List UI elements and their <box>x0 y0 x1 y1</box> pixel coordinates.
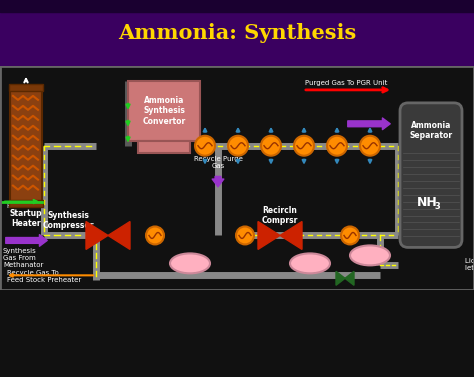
Bar <box>9 84 43 91</box>
Text: Startup
Heater: Startup Heater <box>9 208 42 228</box>
Circle shape <box>294 136 314 156</box>
Text: Recycle Purge
Gas: Recycle Purge Gas <box>193 156 242 169</box>
Circle shape <box>236 227 254 244</box>
Text: Fuel Gas: Fuel Gas <box>7 202 37 208</box>
Polygon shape <box>86 222 108 250</box>
Circle shape <box>360 136 380 156</box>
Circle shape <box>195 136 215 156</box>
Circle shape <box>327 136 347 156</box>
FancyBboxPatch shape <box>400 103 462 247</box>
Text: Ammonia
Synthesis
Convertor: Ammonia Synthesis Convertor <box>142 96 186 126</box>
Text: 3: 3 <box>434 202 440 211</box>
Text: * Synthesis gas is input, ammonia is formed in this section: * Synthesis gas is input, ammonia is for… <box>7 300 287 310</box>
Text: Recycle Gas To
Feed Stock Preheater: Recycle Gas To Feed Stock Preheater <box>7 270 81 284</box>
Bar <box>9 199 43 207</box>
Ellipse shape <box>290 253 330 273</box>
Text: Recircln
Comprsr: Recircln Comprsr <box>262 206 298 225</box>
Polygon shape <box>108 222 130 250</box>
Text: Synthesis
Compressor: Synthesis Compressor <box>42 211 94 230</box>
Text: NH: NH <box>417 196 438 209</box>
Ellipse shape <box>170 253 210 273</box>
Text: Ammonia: Synthesis: Ammonia: Synthesis <box>118 23 356 43</box>
Text: * Ammonia formed sent to the urea plant or storage tanks: * Ammonia formed sent to the urea plant … <box>7 362 285 371</box>
Polygon shape <box>280 222 302 250</box>
Polygon shape <box>345 271 354 285</box>
Text: Liquid NH3 To
let down vessel: Liquid NH3 To let down vessel <box>465 258 474 271</box>
Polygon shape <box>336 271 345 285</box>
Bar <box>10 88 42 202</box>
Text: Ammonia
Separator: Ammonia Separator <box>410 121 453 141</box>
Circle shape <box>228 136 248 156</box>
Polygon shape <box>258 222 280 250</box>
Ellipse shape <box>350 245 390 265</box>
Circle shape <box>341 227 359 244</box>
Text: Synthesis
Gas From
Methanator: Synthesis Gas From Methanator <box>3 248 44 268</box>
Text: * Heat recovered from product gas by series of heat exchangers: * Heat recovered from product gas by ser… <box>7 342 315 351</box>
Bar <box>128 81 200 141</box>
Text: * Synthesis loop contains synthesis convertor, heat exchangers, chillers & NH₃ s: * Synthesis loop contains synthesis conv… <box>7 320 429 329</box>
Text: Purged Gas To PGR Unit: Purged Gas To PGR Unit <box>305 80 387 86</box>
Bar <box>0 0 474 12</box>
Circle shape <box>146 227 164 244</box>
Circle shape <box>261 136 281 156</box>
Bar <box>138 141 190 153</box>
